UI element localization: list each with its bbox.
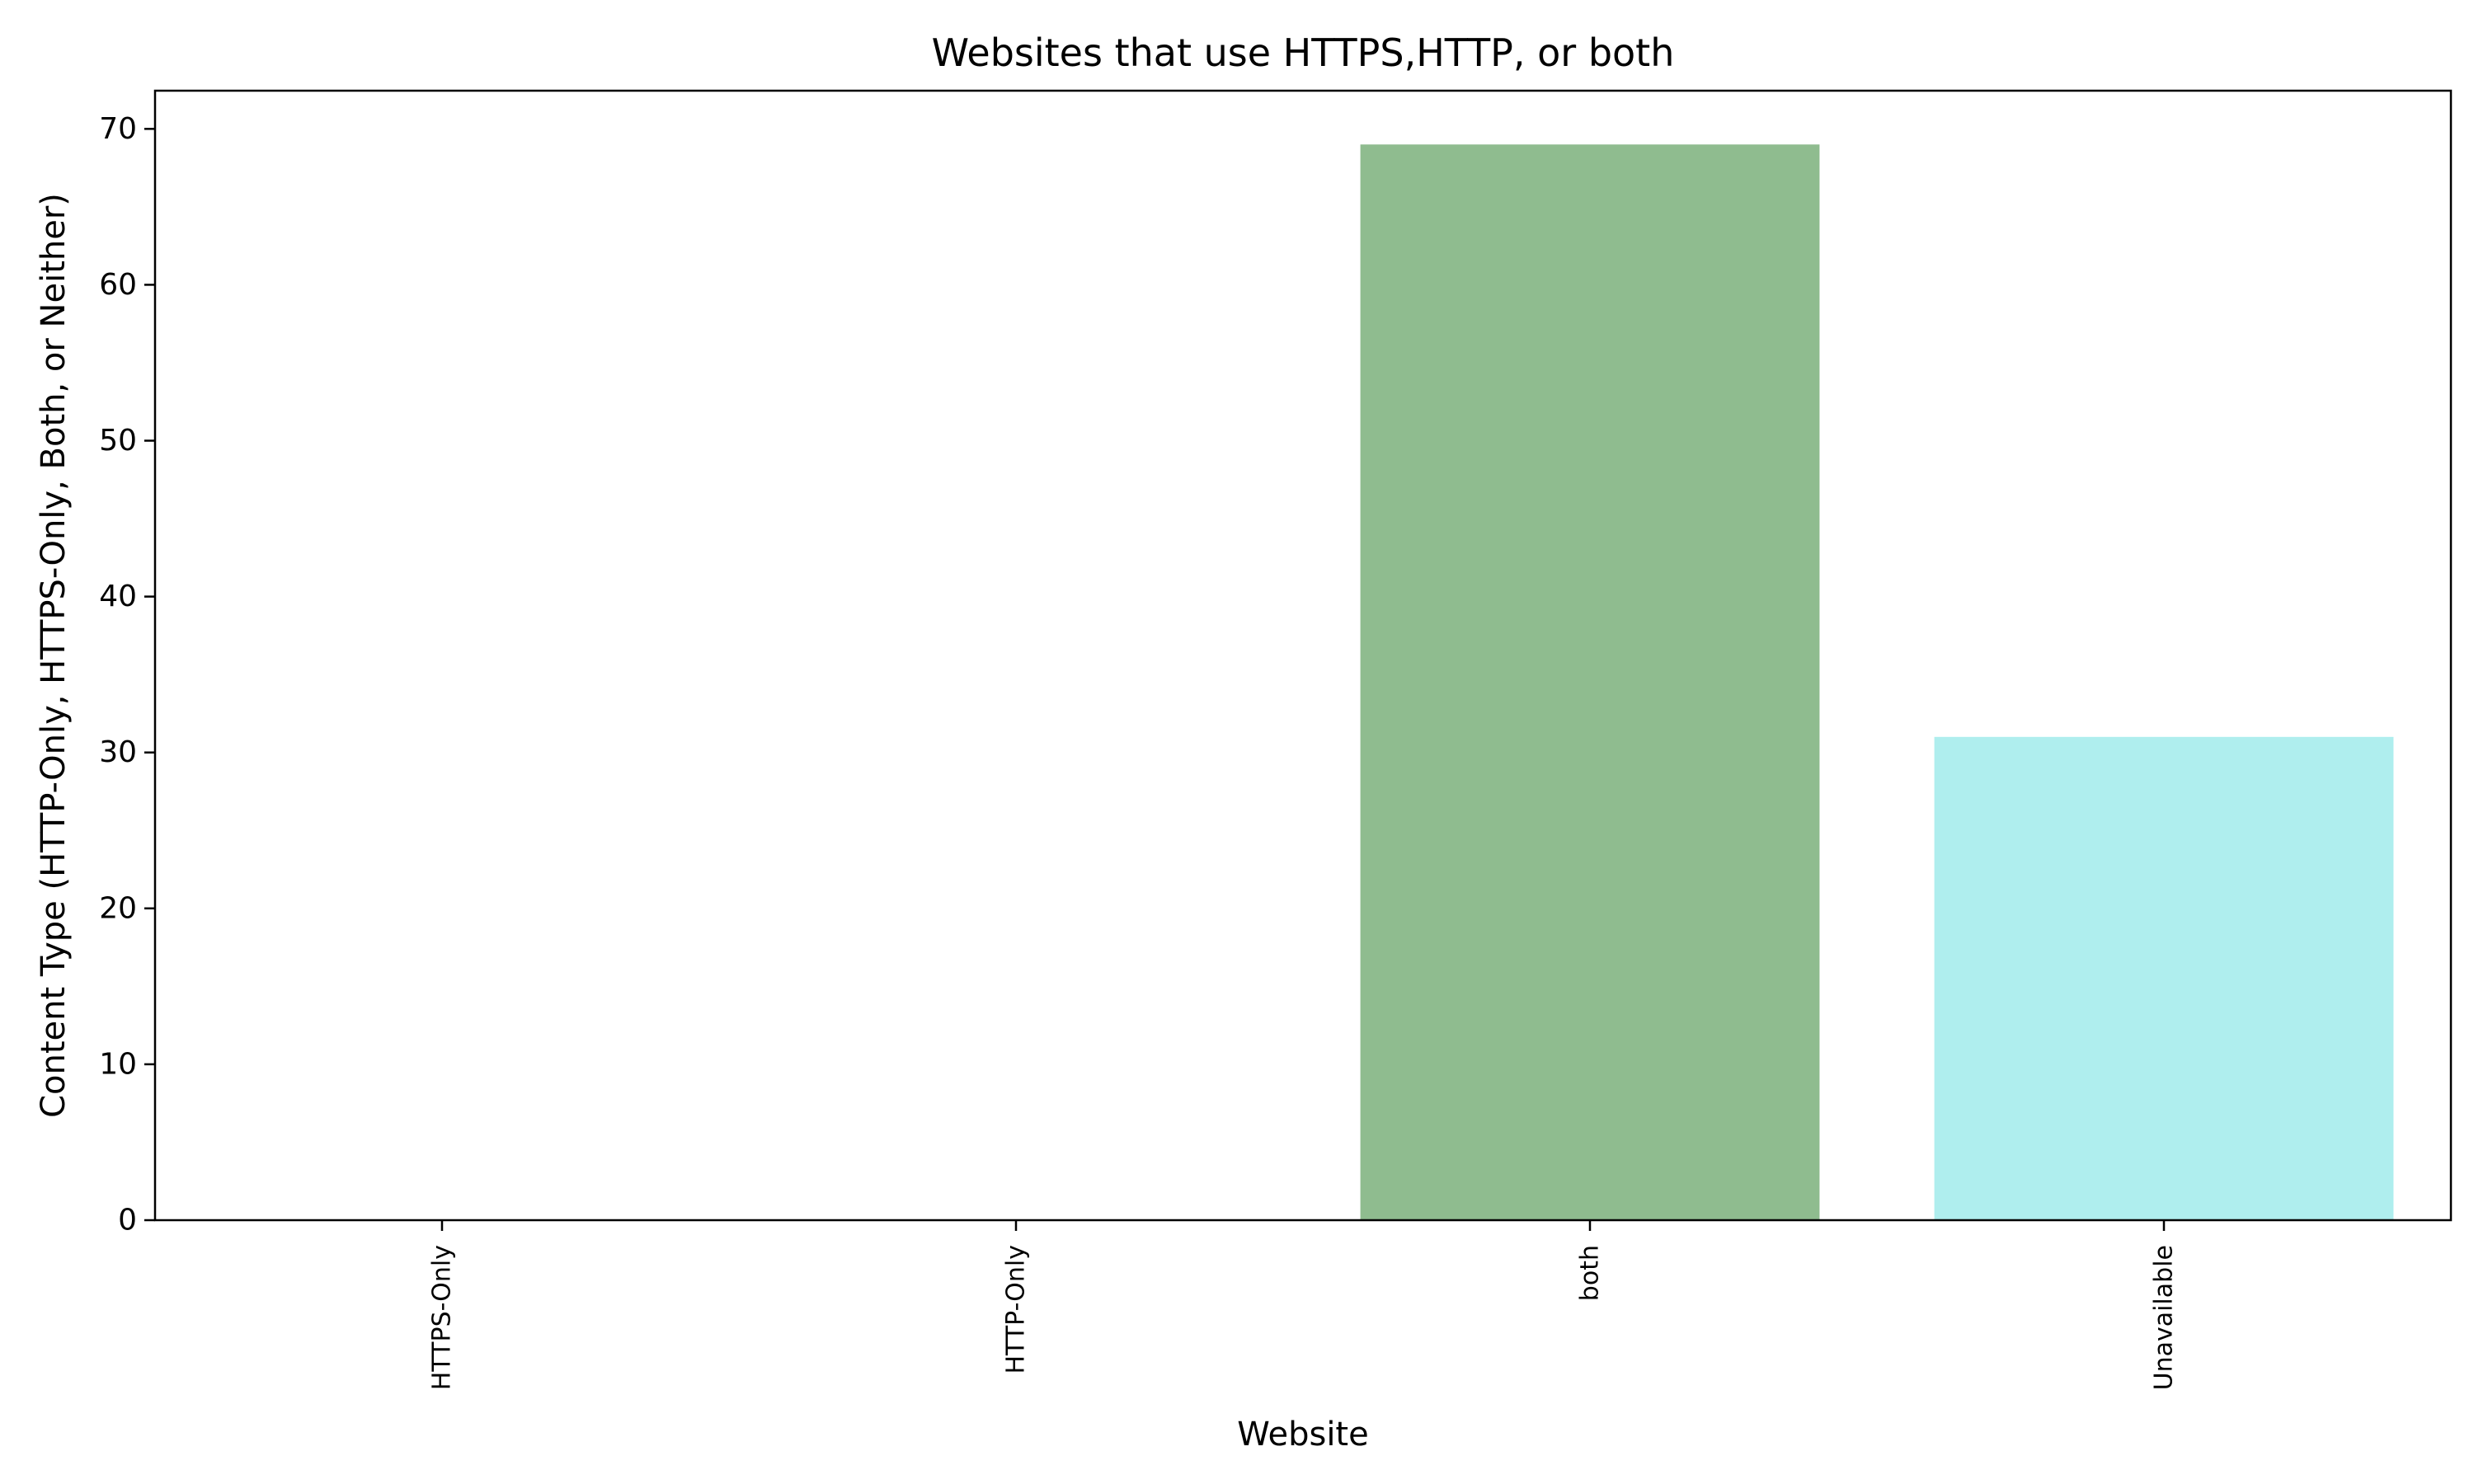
y-tick-label: 20	[99, 891, 137, 925]
y-axis: 0 10 20 30 40 50 60 70	[99, 112, 155, 1237]
y-axis-label: Content Type (HTTP-Only, HTTPS-Only, Bot…	[35, 193, 73, 1118]
bars-layer	[1360, 144, 2394, 1221]
y-tick-label: 30	[99, 735, 137, 769]
y-tick-label: 60	[99, 268, 137, 302]
chart-title: Websites that use HTTPS,HTTP, or both	[932, 31, 1675, 75]
bar-unavailable	[1934, 736, 2394, 1220]
plot-frame	[153, 89, 2453, 1222]
bar-both	[1360, 144, 1820, 1221]
y-tick-label: 0	[118, 1204, 137, 1237]
x-axis: HTTPS-Only HTTP-Only both Unavailable	[428, 1220, 2179, 1390]
x-tick-label: HTTP-Only	[1002, 1245, 1031, 1374]
x-tick-label: HTTPS-Only	[428, 1245, 457, 1390]
y-tick-label: 10	[99, 1047, 137, 1081]
y-tick-label: 40	[99, 580, 137, 613]
x-tick-label: Unavailable	[2150, 1245, 2179, 1390]
y-tick-label: 70	[99, 112, 137, 146]
y-tick-label: 50	[99, 424, 137, 458]
x-tick-label: both	[1576, 1245, 1605, 1301]
x-axis-label: Website	[1237, 1416, 1368, 1453]
